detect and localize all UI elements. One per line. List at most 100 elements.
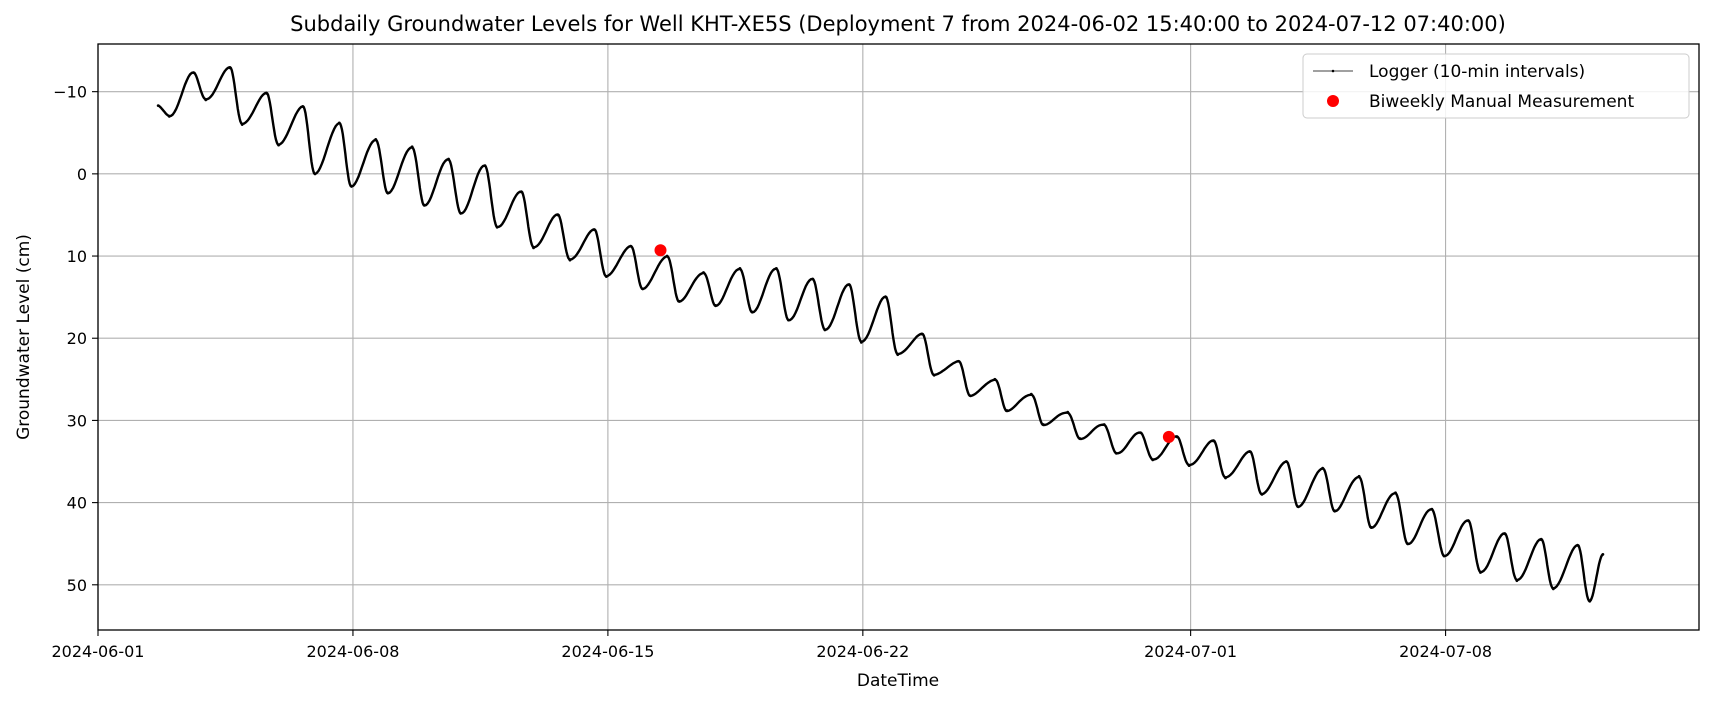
logger-point xyxy=(1248,450,1252,454)
logger-point xyxy=(447,157,450,161)
logger-point xyxy=(301,105,305,108)
logger-point xyxy=(277,143,280,147)
legend-label-logger: Logger (10-min intervals) xyxy=(1369,62,1585,82)
logger-point xyxy=(1102,423,1106,426)
logger-point xyxy=(265,91,268,95)
plot-area xyxy=(156,65,1605,603)
logger-point xyxy=(422,203,426,207)
logger-point xyxy=(677,299,681,303)
logger-point xyxy=(532,246,535,250)
logger-point xyxy=(774,266,778,270)
logger-point xyxy=(1211,439,1215,443)
manual-measurement-point xyxy=(654,244,667,257)
logger-point xyxy=(519,190,523,194)
x-tick-label: 2024-06-22 xyxy=(816,642,909,661)
logger-point xyxy=(1224,476,1227,480)
logger-point xyxy=(859,340,863,344)
y-tick-label: 50 xyxy=(67,576,87,595)
legend-line-marker xyxy=(1331,69,1335,73)
legend: Logger (10-min intervals) Biweekly Manua… xyxy=(1302,53,1690,119)
logger-point xyxy=(1601,552,1605,556)
y-tick-label: 10 xyxy=(67,247,87,266)
logger-point xyxy=(884,295,888,299)
logger-point xyxy=(1296,505,1300,509)
logger-point xyxy=(240,123,244,126)
logger-point xyxy=(410,145,414,149)
logger-point xyxy=(156,104,160,108)
y-tick-label: 40 xyxy=(67,494,87,513)
logger-point xyxy=(350,184,353,188)
x-tick-label: 2024-06-08 xyxy=(306,642,399,661)
y-tick-label: −10 xyxy=(53,83,87,102)
logger-point xyxy=(738,266,742,270)
plot-frame xyxy=(97,43,1700,631)
x-tick-label: 2024-06-01 xyxy=(52,642,145,661)
logger-point xyxy=(1442,554,1446,558)
logger-point xyxy=(556,213,560,217)
logger-point xyxy=(204,98,208,102)
logger-point xyxy=(1357,474,1361,478)
logger-point xyxy=(386,191,390,195)
logger-point xyxy=(192,71,196,75)
logger-point xyxy=(495,225,499,229)
logger-point xyxy=(1078,437,1082,440)
logger-point xyxy=(1466,519,1470,523)
logger-point xyxy=(1430,507,1434,511)
grid-lines xyxy=(97,44,1699,630)
logger-point xyxy=(1151,458,1155,462)
logger-point xyxy=(750,310,754,314)
logger-point xyxy=(592,228,596,232)
legend-scatter-swatch xyxy=(1327,95,1339,107)
logger-point xyxy=(847,283,851,287)
logger-point xyxy=(337,121,341,125)
logger-point xyxy=(811,277,815,281)
logger-point xyxy=(1539,538,1543,541)
logger-point xyxy=(604,275,608,278)
logger-point xyxy=(787,318,790,322)
y-tick-label: 30 xyxy=(67,411,87,430)
logger-point xyxy=(1551,587,1555,591)
logger-point xyxy=(969,394,972,398)
logger-point xyxy=(1175,435,1179,439)
x-tick-label: 2024-07-08 xyxy=(1399,642,1492,661)
logger-point xyxy=(1139,431,1142,435)
y-tick-label: 0 xyxy=(77,165,87,184)
logger-point xyxy=(932,373,936,377)
logger-point xyxy=(1042,423,1045,426)
logger-point xyxy=(665,254,669,258)
logger-point xyxy=(714,303,718,307)
axis-ticks: 2024-06-01 2024-06-08 2024-06-15 2024-06-22… xyxy=(52,83,1493,661)
x-tick-label: 2024-06-15 xyxy=(561,642,654,661)
logger-point xyxy=(1588,599,1592,603)
logger-point xyxy=(1333,509,1337,513)
logger-series-line xyxy=(157,65,1604,603)
logger-point xyxy=(313,172,317,176)
logger-point xyxy=(629,244,633,248)
logger-point xyxy=(641,287,645,291)
logger-point xyxy=(702,271,705,274)
logger-point xyxy=(1576,543,1579,547)
chart-title: Subdaily Groundwater Levels for Well KHT… xyxy=(290,12,1506,36)
legend-label-manual: Biweekly Manual Measurement xyxy=(1369,92,1634,112)
logger-point xyxy=(1503,532,1507,536)
logger-point xyxy=(993,377,997,381)
logger-point xyxy=(374,137,378,141)
logger-point xyxy=(1479,571,1482,574)
logger-point xyxy=(1369,525,1373,529)
logger-point xyxy=(1321,466,1325,470)
x-tick-label: 2024-07-01 xyxy=(1144,642,1237,661)
logger-point xyxy=(1284,460,1288,463)
x-axis-label: DateTime xyxy=(857,671,939,691)
logger-point xyxy=(920,332,924,336)
legend-box xyxy=(1302,53,1690,119)
logger-point xyxy=(896,353,900,357)
logger-point xyxy=(1187,464,1191,468)
logger-point xyxy=(568,258,572,262)
y-axis-label: Groundwater Level (cm) xyxy=(14,234,34,440)
logger-point xyxy=(483,164,487,168)
logger-point xyxy=(1114,451,1118,455)
logger-point xyxy=(228,66,232,70)
logger-point xyxy=(459,211,463,215)
logger-point xyxy=(957,359,960,363)
